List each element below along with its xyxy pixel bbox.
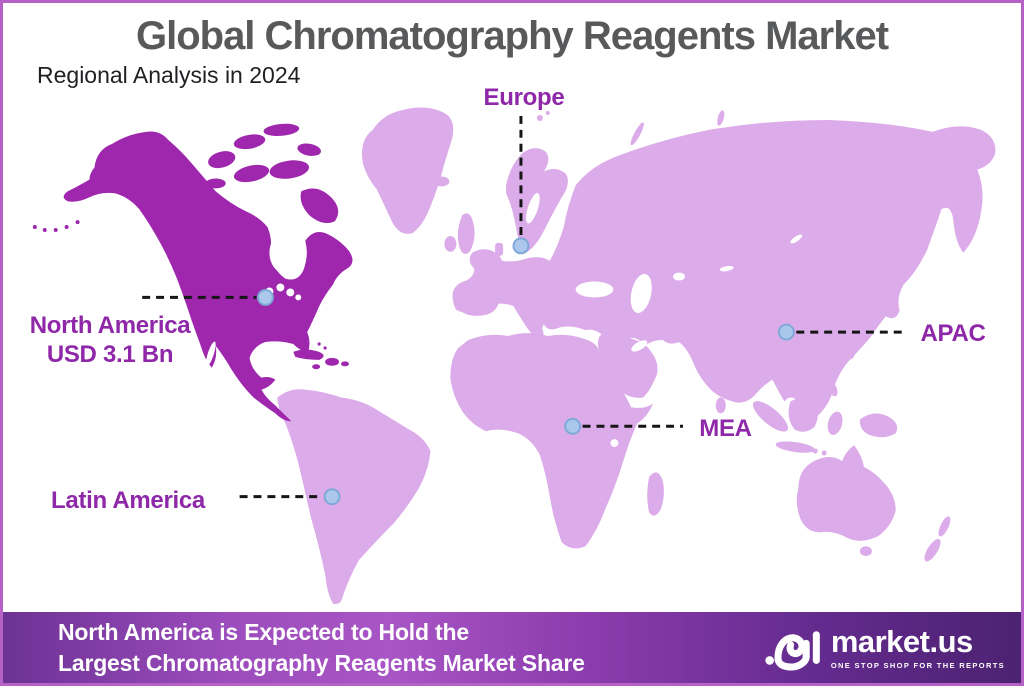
market-us-logo-mark — [765, 630, 820, 670]
puerto-rico-shape — [341, 361, 349, 367]
map-marker-latin-america — [323, 488, 341, 506]
svalbard-dot — [545, 111, 550, 116]
region-value: USD 3.1 Bn — [46, 341, 174, 369]
bottom-banner: North America is Expected to Hold the La… — [3, 612, 1021, 683]
arctic-island-shape — [263, 123, 300, 137]
label-mea: MEA — [699, 415, 752, 442]
africa-shape — [450, 333, 654, 549]
eurasia-shape — [452, 119, 996, 426]
market-us-logo: market.us ONE STOP SHOP FOR THE REPORTS — [765, 622, 1005, 674]
page-subtitle: Regional Analysis in 2024 — [37, 62, 301, 88]
aleutian-dot — [42, 228, 47, 232]
label-north-america: North America USD 3.1 Bn — [11, 311, 209, 370]
sulawesi-shape — [827, 411, 843, 435]
novaya-zemlya-shape — [630, 122, 644, 146]
uk-shape — [457, 213, 475, 254]
denmark-shape — [495, 242, 504, 256]
sumatra-shape — [752, 401, 788, 432]
jamaica-shape — [312, 364, 321, 370]
logo-tagline: ONE STOP SHOP FOR THE REPORTS — [830, 660, 1005, 670]
new-zealand-south-shape — [924, 538, 941, 562]
italy-shape — [510, 294, 544, 341]
logo-brand-text: market.us — [830, 623, 973, 659]
bahamas-dot — [317, 342, 321, 346]
tasmania-shape — [859, 546, 872, 557]
severnaya-shape — [717, 110, 725, 126]
arctic-island-shape — [233, 164, 270, 183]
persian-gulf-shape — [631, 340, 648, 352]
japan-shape — [849, 279, 863, 302]
svalbard-dot — [536, 115, 543, 121]
banner-line1: North America is Expected to Hold the — [58, 619, 469, 646]
logo-text-block: market.us ONE STOP SHOP FOR THE REPORTS — [831, 626, 1005, 670]
aleutian-dot — [75, 220, 80, 225]
great-lake-dot — [276, 283, 285, 292]
label-latin-america: Latin America — [51, 487, 205, 514]
black-sea-shape — [575, 281, 614, 298]
caspian-sea-shape — [630, 273, 652, 313]
aleutian-dot — [64, 225, 69, 230]
philippines-south-shape — [828, 382, 838, 397]
gulf-bothnia-shape — [526, 193, 540, 224]
arctic-island-shape — [297, 143, 321, 156]
sunda-island-dot — [821, 450, 827, 456]
label-europe: Europe — [483, 84, 565, 111]
lake-balkhash-shape — [719, 265, 734, 272]
region-name: North America — [29, 312, 191, 339]
header: Global Chromatography Reagents Market Re… — [3, 14, 1021, 88]
philippines-shape — [822, 364, 832, 381]
great-lake-dot — [295, 294, 302, 301]
sri-lanka-shape — [715, 397, 726, 414]
hispaniola-shape — [325, 357, 340, 366]
aleutian-dot — [32, 225, 37, 230]
iceland-shape — [433, 176, 450, 187]
map-marker-mea — [564, 417, 582, 435]
map-markers — [257, 237, 795, 506]
new-zealand-north-shape — [938, 516, 951, 537]
arctic-island-shape — [205, 178, 226, 189]
baffin-island-shape — [300, 188, 339, 224]
great-lake-dot — [286, 288, 295, 297]
hudson-bay-shape — [269, 231, 302, 274]
map-marker-north-america — [257, 288, 274, 306]
new-guinea-shape — [859, 413, 898, 438]
bahamas-dot — [323, 346, 327, 350]
label-apac: APAC — [920, 320, 986, 347]
arctic-island-shape — [269, 160, 310, 179]
map-marker-apac — [777, 323, 795, 341]
map-marker-europe — [512, 237, 530, 255]
sakhalin-shape — [900, 239, 907, 268]
lake-baikal-shape — [790, 234, 803, 244]
aral-sea-shape — [673, 272, 685, 281]
japan-south-shape — [858, 299, 871, 315]
hokkaido-shape — [845, 270, 853, 283]
greenland-shape — [361, 107, 454, 234]
south-america-shape — [277, 389, 431, 605]
world-land-shapes — [277, 107, 996, 605]
banner-line2: Largest Chromatography Reagents Market S… — [58, 649, 585, 676]
sunda-island-dot — [812, 448, 818, 454]
ireland-shape — [444, 235, 457, 252]
arctic-island-shape — [233, 134, 266, 150]
java-shape — [775, 441, 816, 453]
arctic-island-shape — [208, 151, 236, 169]
madagascar-shape — [647, 472, 664, 516]
page-title: Global Chromatography Reagents Market — [135, 14, 889, 58]
connector-lines — [142, 116, 904, 499]
cuba-shape — [293, 349, 324, 360]
banner-text: North America is Expected to Hold the La… — [58, 617, 585, 678]
lake-victoria-shape — [610, 439, 619, 448]
north-america-shapes — [32, 123, 353, 422]
borneo-shape — [788, 397, 818, 432]
gulf-california-shape — [205, 341, 216, 367]
taiwan-shape — [847, 344, 855, 359]
world-map — [32, 107, 996, 605]
north-america-mainland-shape — [63, 131, 353, 422]
aleutian-dot — [53, 228, 58, 232]
australia-shape — [796, 445, 896, 541]
